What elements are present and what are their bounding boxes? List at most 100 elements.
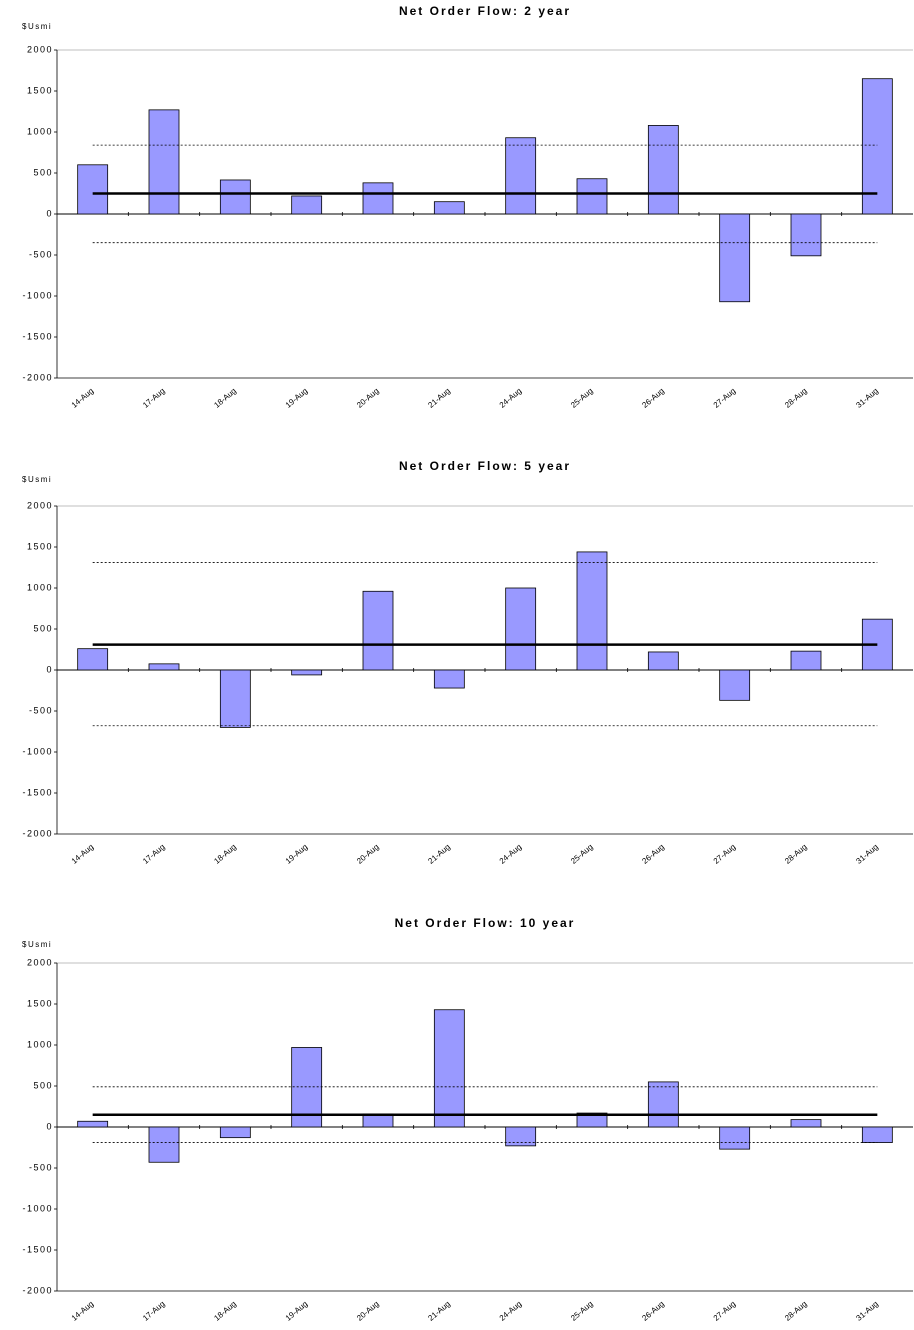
x-tick-label: 20-Aug (355, 386, 381, 409)
y-tick-label: -500 (29, 249, 53, 259)
bar (362, 590, 394, 671)
bar (433, 1009, 465, 1128)
bar (148, 109, 180, 215)
bar (77, 164, 109, 215)
x-tick-label: 31-Aug (854, 386, 880, 409)
y-tick-label: 1500 (27, 541, 53, 551)
x-tick-label: 28-Aug (783, 386, 809, 409)
bar (647, 125, 679, 215)
bar (719, 213, 751, 303)
x-tick-label: 31-Aug (854, 842, 880, 865)
y-tick-label: 1500 (27, 85, 53, 95)
chart-title: Net Order Flow: 10 year (395, 916, 576, 930)
x-tick-label: 20-Aug (355, 1299, 381, 1322)
y-tick-label: -2000 (22, 1285, 53, 1295)
bar (576, 551, 608, 671)
bar (576, 178, 608, 215)
y-axis-label: $Usmi (22, 475, 52, 484)
x-tick-label: 25-Aug (569, 386, 595, 409)
y-tick-label: -500 (29, 705, 53, 715)
y-tick-label: -2000 (22, 828, 53, 838)
x-tick-label: 19-Aug (284, 1299, 310, 1322)
x-tick-label: 28-Aug (783, 842, 809, 865)
y-tick-label: -1000 (22, 290, 53, 300)
x-tick-label: 25-Aug (569, 842, 595, 865)
x-tick-label: 14-Aug (70, 842, 96, 865)
bar (505, 137, 537, 215)
bar (433, 201, 465, 215)
bar (505, 1126, 537, 1147)
x-tick-label: 14-Aug (70, 386, 96, 409)
bar (219, 1126, 251, 1139)
y-tick-label: 1000 (27, 582, 53, 592)
x-tick-label: 27-Aug (712, 1299, 738, 1322)
bar (362, 182, 394, 215)
bar (219, 179, 251, 215)
bar (576, 1112, 608, 1128)
y-tick-label: -1000 (22, 1203, 53, 1213)
y-axis-label: $Usmi (22, 22, 52, 31)
y-tick-label: 1000 (27, 1039, 53, 1049)
x-tick-label: 24-Aug (498, 842, 524, 865)
y-axis-label: $Usmi (22, 940, 52, 949)
x-tick-label: 31-Aug (854, 1299, 880, 1322)
x-tick-label: 17-Aug (141, 386, 167, 409)
y-tick-label: -1500 (22, 787, 53, 797)
x-tick-label: 21-Aug (426, 386, 452, 409)
x-tick-label: 21-Aug (426, 842, 452, 865)
x-tick-label: 21-Aug (426, 1299, 452, 1322)
x-tick-label: 27-Aug (712, 386, 738, 409)
x-tick-label: 19-Aug (284, 842, 310, 865)
bar (77, 1120, 109, 1128)
x-tick-label: 17-Aug (141, 1299, 167, 1322)
x-tick-label: 18-Aug (212, 842, 238, 865)
x-tick-label: 20-Aug (355, 842, 381, 865)
x-tick-label: 18-Aug (212, 1299, 238, 1322)
chart-title: Net Order Flow: 5 year (399, 459, 571, 473)
x-tick-label: 27-Aug (712, 842, 738, 865)
bar (148, 663, 180, 671)
y-tick-label: 500 (33, 167, 53, 177)
x-tick-label: 26-Aug (640, 842, 666, 865)
y-tick-label: -1500 (22, 331, 53, 341)
y-tick-label: 500 (33, 623, 53, 633)
x-tick-label: 19-Aug (284, 386, 310, 409)
x-tick-label: 26-Aug (640, 1299, 666, 1322)
bar (790, 650, 822, 671)
bar (219, 669, 251, 728)
bar (291, 669, 323, 676)
x-tick-label: 18-Aug (212, 386, 238, 409)
y-tick-label: 1000 (27, 126, 53, 136)
y-tick-label: -500 (29, 1162, 53, 1172)
bar (790, 213, 822, 257)
x-tick-label: 28-Aug (783, 1299, 809, 1322)
x-tick-label: 26-Aug (640, 386, 666, 409)
y-tick-label: 500 (33, 1080, 53, 1090)
y-tick-label: 0 (46, 664, 53, 674)
bar (719, 1126, 751, 1150)
bar (719, 669, 751, 701)
x-tick-label: 14-Aug (70, 1299, 96, 1322)
y-tick-label: 0 (46, 208, 53, 218)
bar (505, 587, 537, 671)
bar (77, 648, 109, 671)
bar (647, 1081, 679, 1128)
x-tick-label: 24-Aug (498, 386, 524, 409)
y-tick-label: 2000 (27, 957, 53, 967)
bar (790, 1119, 822, 1128)
bar (647, 651, 679, 671)
y-tick-label: 0 (46, 1121, 53, 1131)
bar (148, 1126, 180, 1163)
y-tick-label: 1500 (27, 998, 53, 1008)
y-tick-label: 2000 (27, 44, 53, 54)
x-tick-label: 24-Aug (498, 1299, 524, 1322)
y-tick-label: -1000 (22, 746, 53, 756)
x-tick-label: 25-Aug (569, 1299, 595, 1322)
y-tick-label: 2000 (27, 500, 53, 510)
y-tick-label: -1500 (22, 1244, 53, 1254)
x-tick-label: 17-Aug (141, 842, 167, 865)
bar (861, 1126, 893, 1143)
bar (861, 78, 893, 215)
y-tick-label: -2000 (22, 372, 53, 382)
